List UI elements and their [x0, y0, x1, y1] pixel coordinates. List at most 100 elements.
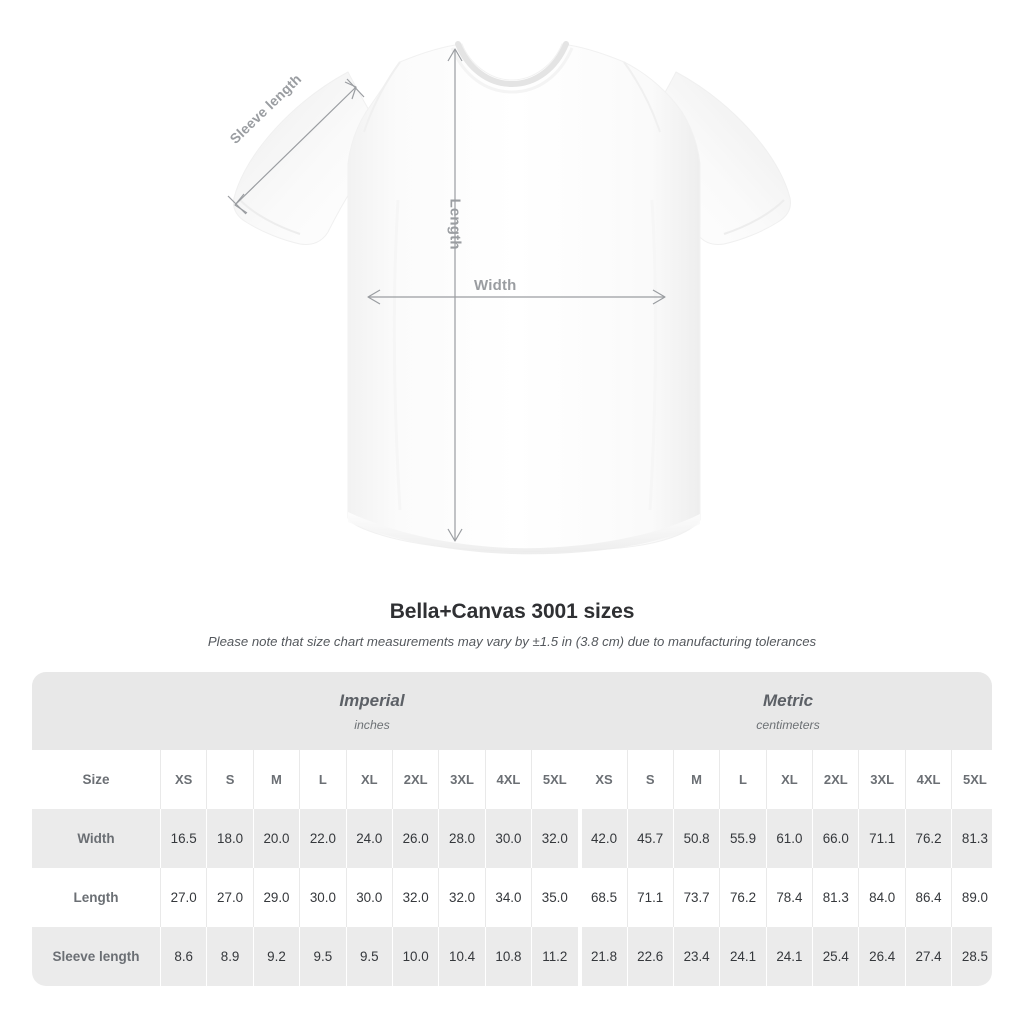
size-header-imperial-m: M [252, 750, 299, 809]
size-header-metric-5xl: 5XL [951, 750, 992, 809]
table-row: Sleeve length 8.6 8.9 9.2 9.5 9.5 10.0 10.4 10.8… [32, 927, 992, 986]
size-header-metric-xs: XS [577, 750, 627, 809]
size-column-header: Size [82, 772, 110, 787]
table-row: Length 27.0 27.0 29.0 30.0 30.0 32.0 32.0 34.0 35… [32, 868, 992, 927]
cell-imperial-sleeve-length-m: 9.2 [252, 927, 299, 986]
size-header-imperial-2xl: 2XL [391, 750, 438, 809]
cell-imperial-width-xs: 16.5 [160, 809, 206, 868]
cell-imperial-width-l: 22.0 [299, 809, 345, 868]
row-label-sleeve-length: Sleeve length [52, 949, 140, 964]
cell-imperial-sleeve-length-s: 8.9 [206, 927, 252, 986]
cell-metric-sleeve-length-2xl: 25.4 [812, 927, 858, 986]
cell-imperial-length-2xl: 32.0 [391, 868, 438, 927]
cell-metric-sleeve-length-s: 22.6 [626, 927, 673, 986]
size-header-imperial-5xl: 5XL [531, 750, 577, 809]
cell-metric-length-5xl: 89.0 [951, 868, 992, 927]
cell-metric-length-m: 73.7 [672, 868, 719, 927]
size-header-metric-s: S [626, 750, 673, 809]
group-title-metric: Metric [762, 690, 814, 710]
cell-imperial-width-4xl: 30.0 [484, 809, 531, 868]
cell-imperial-sleeve-length-xl: 9.5 [345, 927, 392, 986]
cell-metric-length-3xl: 84.0 [858, 868, 904, 927]
size-header-row: Size XS S M L XL 2XL 3XL 4XL 5XL XS S M L XL 2XL 3XL 4XL 5… [32, 750, 992, 809]
cell-imperial-sleeve-length-2xl: 10.0 [391, 927, 438, 986]
cell-imperial-sleeve-length-5xl: 11.2 [531, 927, 577, 986]
cell-imperial-width-m: 20.0 [252, 809, 299, 868]
page-title: Bella+Canvas 3001 sizes [389, 600, 635, 623]
cell-metric-width-xl: 61.0 [765, 809, 812, 868]
cell-imperial-sleeve-length-xs: 8.6 [160, 927, 206, 986]
cell-imperial-length-m: 29.0 [252, 868, 299, 927]
dimension-guides [227, 48, 666, 542]
cell-imperial-length-3xl: 32.0 [438, 868, 484, 927]
cell-metric-width-s: 45.7 [626, 809, 673, 868]
cell-imperial-length-xl: 30.0 [345, 868, 392, 927]
group-unit-imperial: inches [354, 717, 390, 732]
size-header-metric-2xl: 2XL [812, 750, 858, 809]
cell-imperial-sleeve-length-l: 9.5 [299, 927, 345, 986]
size-header-metric-3xl: 3XL [858, 750, 904, 809]
cell-imperial-width-2xl: 26.0 [391, 809, 438, 868]
cell-metric-length-l: 76.2 [719, 868, 765, 927]
size-header-imperial-l: L [299, 750, 345, 809]
cell-metric-width-m: 50.8 [672, 809, 719, 868]
cell-metric-sleeve-length-m: 23.4 [672, 927, 719, 986]
table-body: Size XS S M L XL 2XL 3XL 4XL 5XL XS S M L XL 2XL 3XL 4XL 5… [32, 750, 992, 986]
garment-diagram: Sleeve length Length Width [226, 41, 791, 555]
cell-imperial-width-5xl: 32.0 [531, 809, 577, 868]
size-chart-table: Imperial inches Metric centimeters Size X… [32, 672, 992, 986]
tolerance-note: Please note that size chart measurements… [207, 634, 817, 649]
group-title-imperial: Imperial [339, 690, 405, 710]
length-label: Length [446, 198, 464, 250]
cell-metric-sleeve-length-4xl: 27.4 [904, 927, 951, 986]
cell-metric-width-2xl: 66.0 [812, 809, 858, 868]
width-label: Width [474, 277, 517, 294]
size-header-imperial-s: S [206, 750, 252, 809]
size-header-metric-4xl: 4XL [904, 750, 951, 809]
cell-imperial-sleeve-length-3xl: 10.4 [438, 927, 484, 986]
cell-metric-width-5xl: 81.3 [951, 809, 992, 868]
cell-imperial-width-3xl: 28.0 [438, 809, 484, 868]
cell-imperial-length-4xl: 34.0 [484, 868, 531, 927]
cell-metric-sleeve-length-5xl: 28.5 [951, 927, 992, 986]
row-label-length: Length [73, 890, 119, 905]
cell-imperial-sleeve-length-4xl: 10.8 [484, 927, 531, 986]
group-unit-metric: centimeters [756, 717, 820, 732]
cell-metric-sleeve-length-l: 24.1 [719, 927, 765, 986]
group-header-metric: Metric centimeters [584, 672, 992, 750]
cell-metric-width-3xl: 71.1 [858, 809, 904, 868]
group-header-spacer [32, 672, 160, 750]
cell-metric-length-4xl: 86.4 [904, 868, 951, 927]
cell-imperial-width-s: 18.0 [206, 809, 252, 868]
size-header-imperial-xl: XL [345, 750, 392, 809]
cell-imperial-length-s: 27.0 [206, 868, 252, 927]
title-block: Bella+Canvas 3001 sizes Please note that… [0, 600, 1024, 649]
cell-imperial-length-l: 30.0 [299, 868, 345, 927]
row-label-width: Width [77, 831, 115, 846]
size-header-imperial-xs: XS [160, 750, 206, 809]
cell-metric-length-2xl: 81.3 [812, 868, 858, 927]
size-header-metric-xl: XL [765, 750, 812, 809]
size-header-metric-l: L [719, 750, 765, 809]
cell-metric-length-xl: 78.4 [765, 868, 812, 927]
cell-metric-sleeve-length-3xl: 26.4 [858, 927, 904, 986]
cell-imperial-length-5xl: 35.0 [531, 868, 577, 927]
cell-metric-length-xs: 68.5 [577, 868, 627, 927]
cell-imperial-length-xs: 27.0 [160, 868, 206, 927]
cell-metric-width-4xl: 76.2 [904, 809, 951, 868]
unit-system-header-row: Imperial inches Metric centimeters [32, 672, 992, 750]
cell-metric-sleeve-length-xs: 21.8 [577, 927, 627, 986]
length-arrow [447, 48, 463, 542]
cell-imperial-width-xl: 24.0 [345, 809, 392, 868]
cell-metric-length-s: 71.1 [626, 868, 673, 927]
size-header-imperial-4xl: 4XL [484, 750, 531, 809]
tshirt-body [347, 41, 701, 555]
cell-metric-sleeve-length-xl: 24.1 [765, 927, 812, 986]
table-row: Width 16.5 18.0 20.0 22.0 24.0 26.0 28.0 30.0 32.… [32, 809, 992, 868]
cell-metric-width-xs: 42.0 [577, 809, 627, 868]
sleeve-length-arrow [227, 78, 365, 215]
cell-metric-width-l: 55.9 [719, 809, 765, 868]
width-arrow [367, 289, 666, 305]
size-header-metric-m: M [672, 750, 719, 809]
